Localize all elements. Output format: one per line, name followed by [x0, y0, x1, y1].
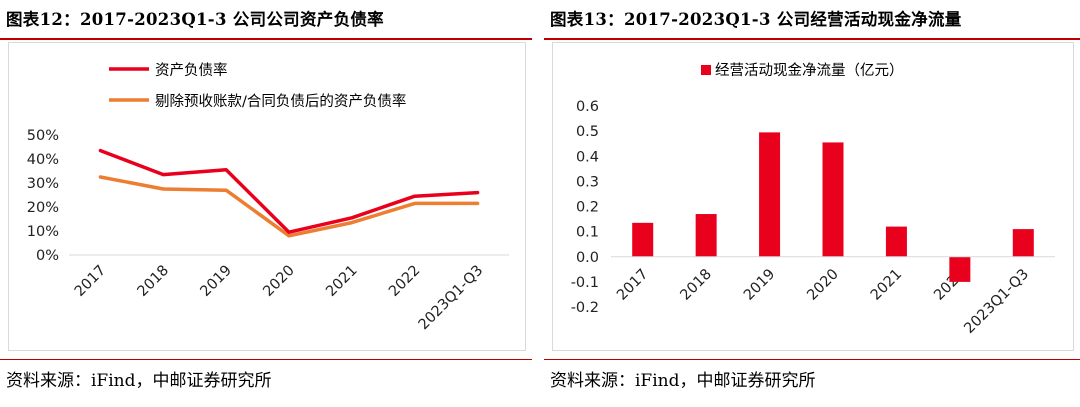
bar-2020: [822, 142, 844, 257]
debt-ratio-line-chart: 资产负债率 剔除预收账款/合同负债后的资产负债率 0% 10% 20% 30% 40% 5…: [27, 62, 509, 334]
y-tick-label: 0.1: [576, 225, 599, 241]
y-tick-label: -0.1: [571, 275, 599, 291]
y-axis: -0.2 -0.1 0.0 0.1 0.2 0.3 0.4 0.5 0.6: [571, 99, 599, 316]
legend-label-debt-ratio: 资产负债率: [155, 62, 228, 79]
y-tick-label: 50%: [27, 128, 59, 144]
y-tick-label: 0.0: [576, 250, 599, 266]
legend-label-adjusted-ratio: 剔除预收账款/合同负债后的资产负债率: [155, 93, 406, 110]
y-tick-label: 40%: [27, 152, 59, 168]
x-tick-label: 2019: [198, 263, 235, 300]
source-note: 资料来源：iFind，中邮证券研究所: [550, 371, 816, 391]
x-tick-label: 2023Q1-Q3: [416, 263, 487, 334]
x-tick-label: 2022: [386, 263, 423, 300]
figure-title: 图表13：2017-2023Q1-3 公司经营活动现金净流量: [550, 10, 962, 29]
figure-title: 图表12：2017-2023Q1-3 公司公司资产负债率: [6, 10, 384, 29]
plot-area: [98, 148, 480, 238]
bar-2019: [759, 132, 781, 257]
title-divider: [0, 38, 532, 40]
x-tick-label: 2021: [323, 263, 360, 300]
source-note: 资料来源：iFind，中邮证券研究所: [6, 371, 272, 391]
x-tick-label: 2017: [614, 266, 651, 303]
chart-frame: 资产负债率 剔除预收账款/合同负债后的资产负债率 0% 10% 20% 30% 40% 5…: [8, 42, 526, 351]
y-tick-label: 0%: [36, 248, 59, 264]
cash-flow-panel: 图表13：2017-2023Q1-3 公司经营活动现金净流量 经营活动现金净流量…: [544, 0, 1080, 407]
y-tick-label: 20%: [27, 200, 59, 216]
series-line-adjusted-ratio: [98, 175, 480, 238]
source-divider: [544, 359, 1080, 360]
x-tick-label: 2018: [678, 266, 715, 303]
plot-area: [632, 132, 1034, 282]
y-tick-label: 0.5: [576, 124, 599, 140]
series-line-debt-ratio: [98, 148, 480, 234]
source-divider: [0, 359, 532, 360]
x-tick-label: 2023Q1-Q3: [961, 266, 1032, 337]
y-tick-label: 10%: [27, 224, 59, 240]
x-tick-label: 2020: [260, 263, 297, 300]
y-tick-label: 0.3: [576, 174, 599, 190]
x-tick-label: 2018: [135, 263, 172, 300]
legend-swatch-cash-flow: [701, 65, 711, 75]
cash-flow-bar-chart: 经营活动现金净流量（亿元） -0.2 -0.1 0.0 0.1 0.2 0.3 0.4 0.5…: [571, 62, 1055, 337]
chart-frame: 经营活动现金净流量（亿元） -0.2 -0.1 0.0 0.1 0.2 0.3 0.4 0.5…: [552, 42, 1074, 351]
x-tick-label: 2020: [804, 266, 841, 303]
bar-2018: [695, 214, 717, 257]
bar-2021: [885, 226, 907, 257]
legend: 经营活动现金净流量（亿元）: [701, 62, 904, 79]
y-tick-label: 0.2: [576, 200, 599, 216]
y-tick-label: 30%: [27, 176, 59, 192]
y-tick-label: 0.6: [576, 99, 599, 115]
title-divider: [544, 38, 1080, 40]
legend: 资产负债率 剔除预收账款/合同负债后的资产负债率: [109, 62, 406, 110]
x-tick-label: 2021: [868, 266, 905, 303]
bar-2023Q1-Q3: [1012, 229, 1034, 257]
x-tick-label: 2017: [72, 263, 109, 300]
bar-2022: [949, 256, 971, 282]
x-tick-label: 2019: [741, 266, 778, 303]
debt-ratio-panel: 图表12：2017-2023Q1-3 公司公司资产负债率 资产负债率 剔除预收账…: [0, 0, 532, 407]
y-tick-label: 0.4: [576, 149, 599, 165]
y-tick-label: -0.2: [571, 300, 599, 316]
y-axis: 0% 10% 20% 30% 40% 50%: [27, 128, 59, 264]
legend-label-cash-flow: 经营活动现金净流量（亿元）: [715, 62, 904, 79]
bar-2017: [632, 222, 654, 257]
